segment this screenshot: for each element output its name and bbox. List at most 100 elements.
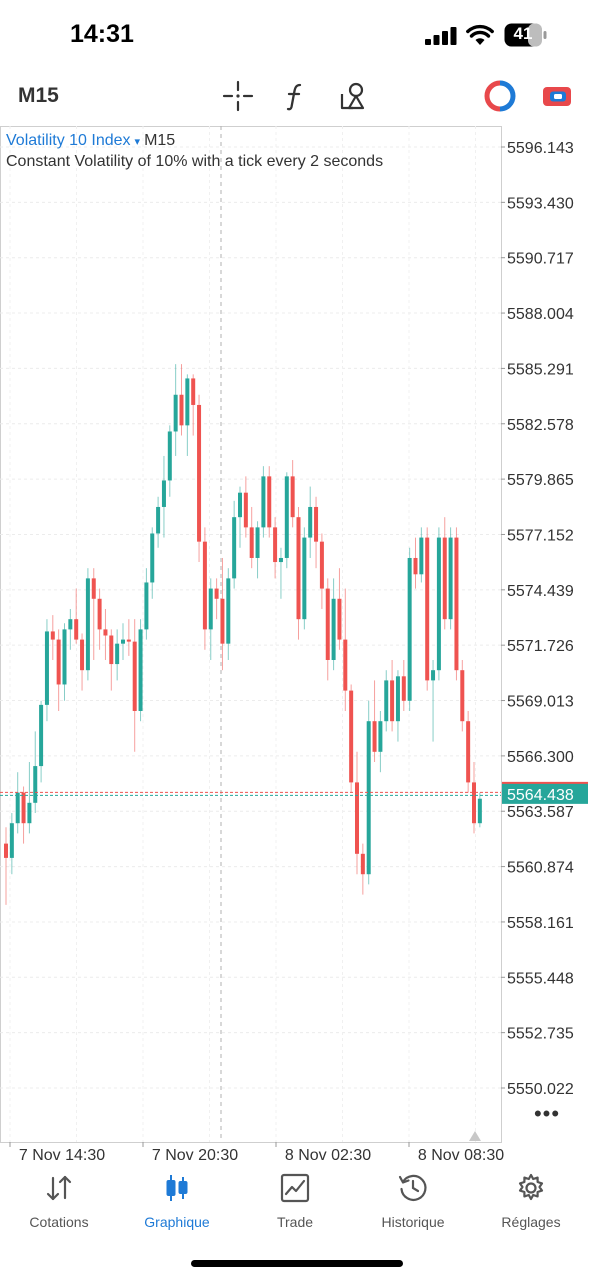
tab-trade[interactable]: Trade: [236, 1172, 354, 1238]
tab-label: Réglages: [501, 1214, 561, 1230]
candle-body: [290, 476, 295, 518]
tab-label: Graphique: [144, 1214, 210, 1230]
plot-frame: [0, 126, 502, 1143]
candle-body: [401, 676, 406, 701]
candle-body: [191, 378, 196, 405]
candle-body: [261, 476, 266, 528]
candle-body: [460, 670, 465, 722]
candle-body: [214, 588, 219, 599]
candle-body: [132, 641, 137, 711]
y-tick-label: 5555.448: [507, 970, 574, 987]
tab-label: Historique: [381, 1214, 445, 1230]
candle-body: [454, 537, 459, 671]
tab-cotations[interactable]: Cotations: [0, 1172, 118, 1238]
candle-body: [173, 394, 178, 432]
candle-body: [97, 598, 102, 630]
price-chart[interactable]: 5596.143 5593.430 5590.717 5588.004 5585.291…: [0, 126, 592, 1166]
candle-body: [431, 670, 436, 681]
y-tick-label: 5579.865: [507, 472, 574, 489]
y-tick-label: 5582.578: [507, 417, 574, 434]
chevron-down-icon[interactable]: ▾: [134, 136, 141, 148]
candle-body: [249, 527, 254, 558]
tab-label: Trade: [276, 1214, 314, 1230]
candle-body: [407, 557, 412, 701]
history-clock-icon: [398, 1174, 427, 1201]
candle-body: [325, 588, 330, 660]
candle-body: [477, 798, 482, 824]
x-tick-label: 8 Nov 02:30: [285, 1147, 371, 1164]
candle-body: [384, 680, 389, 722]
objects-icon[interactable]: [338, 80, 370, 112]
candle-body: [126, 639, 131, 642]
candle-body: [56, 639, 61, 685]
tab-graphique[interactable]: Graphique: [118, 1172, 236, 1238]
indicators-icon[interactable]: [280, 80, 312, 112]
y-tick-label: 5550.022: [507, 1081, 574, 1098]
battery-level: 41: [513, 24, 533, 43]
crosshair-icon[interactable]: [222, 80, 254, 112]
x-tick-label: 8 Nov 08:30: [418, 1147, 504, 1164]
candle-body: [9, 823, 14, 858]
candle-body: [331, 598, 336, 660]
y-tick-label: 5593.430: [507, 195, 574, 212]
candle-body: [74, 619, 79, 640]
tab-historique[interactable]: Historique: [354, 1172, 472, 1238]
candle-body: [366, 721, 371, 875]
candle-body: [314, 506, 319, 542]
candle-body: [419, 537, 424, 575]
candle-body: [208, 588, 213, 630]
candles-icon: [166, 1175, 188, 1201]
y-tick-label: 5588.004: [507, 306, 574, 323]
candle-body: [185, 378, 190, 426]
candle-body: [267, 476, 272, 528]
candle-body: [372, 721, 377, 752]
candle-body: [255, 527, 260, 558]
candle-body: [44, 631, 49, 705]
bottom-tab-bar: Cotations Graphique Trade Historique: [0, 1166, 592, 1246]
candlestick-chart[interactable]: 5596.143 5593.430 5590.717 5588.004 5585.291…: [0, 126, 592, 1166]
candle-body: [121, 639, 125, 644]
candle-body: [91, 578, 96, 599]
x-tick-label: 7 Nov 20:30: [152, 1147, 238, 1164]
y-tick-label: 5569.013: [507, 694, 574, 711]
candle-body: [4, 843, 8, 858]
candle-body: [39, 704, 44, 767]
candle-body: [360, 853, 365, 875]
symbol-description: Constant Volatility of 10% with a tick e…: [6, 153, 384, 170]
candle-body: [167, 431, 172, 481]
candle-body: [355, 782, 359, 854]
x-tick-label: 7 Nov 14:30: [19, 1147, 105, 1164]
candle-body: [62, 629, 67, 685]
y-tick-label: 5552.735: [507, 1026, 574, 1043]
trade-toggle-icon[interactable]: [541, 80, 573, 112]
candle-body: [395, 676, 400, 722]
candle-body: [278, 557, 283, 563]
symbol-name[interactable]: Volatility 10 Index: [6, 132, 131, 149]
battery-icon: [504, 23, 547, 47]
candle-body: [378, 721, 383, 752]
candle-body: [349, 690, 354, 783]
candle-body: [448, 537, 453, 620]
candle-body: [144, 582, 149, 630]
candle-body: [390, 680, 395, 722]
y-tick-label: 5590.717: [507, 251, 574, 268]
current-price-label: 5564.438: [507, 787, 574, 804]
tab-reglages[interactable]: Réglages: [472, 1172, 590, 1238]
symbol-timeframe: M15: [144, 132, 176, 149]
timeframe-selector[interactable]: M15: [18, 84, 59, 107]
candle-body: [115, 643, 120, 665]
y-tick-label: 5560.874: [507, 860, 574, 877]
status-bar: 14:31 41: [0, 0, 592, 70]
candle-body: [33, 766, 38, 803]
candle-body: [337, 598, 342, 640]
y-tick-label: 5574.439: [507, 583, 574, 600]
account-icon[interactable]: [484, 80, 516, 112]
more-icon[interactable]: •••: [533, 1101, 561, 1126]
candle-body: [85, 578, 90, 671]
y-tick-label: 5577.152: [507, 527, 574, 544]
trend-chart-icon: [280, 1173, 310, 1203]
candle-body: [156, 506, 161, 534]
ask-price-strip: [502, 781, 588, 785]
symbol-header[interactable]: Volatility 10 Index ▾ M15: [6, 132, 175, 150]
candle-body: [308, 506, 313, 538]
